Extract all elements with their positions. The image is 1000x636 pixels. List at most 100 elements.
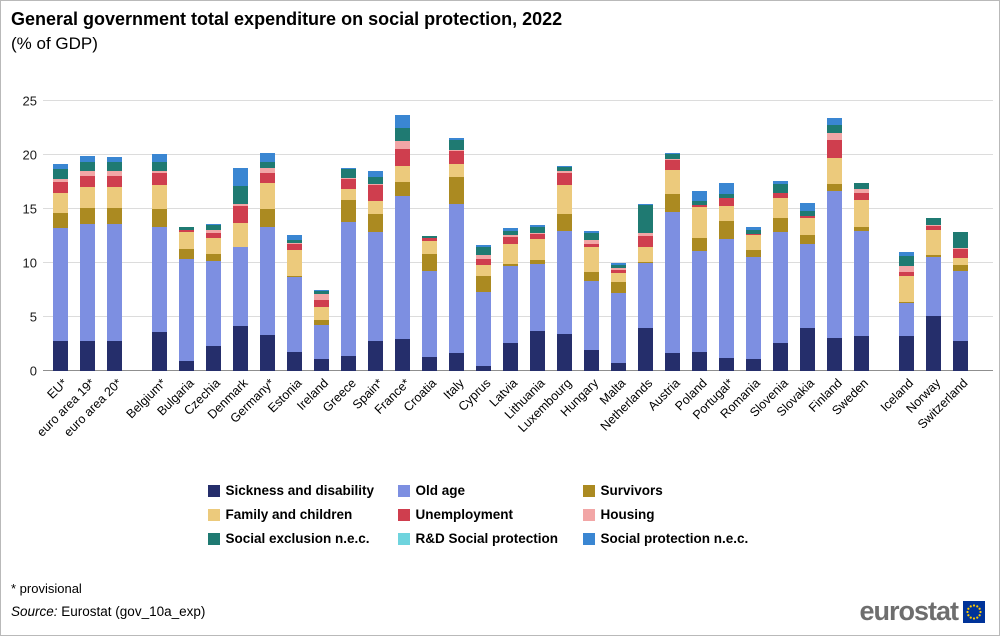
- stacked-bar: [233, 168, 248, 371]
- y-tick-label: 20: [22, 147, 37, 163]
- bar-segment: [557, 334, 572, 371]
- bar-segment: [422, 254, 437, 271]
- bar-segment: [476, 275, 491, 293]
- bar-segment: [449, 137, 464, 140]
- bar-slot: Bulgaria: [154, 101, 200, 418]
- bar-segment: [80, 187, 95, 208]
- bar-slot: Netherlands: [598, 101, 659, 434]
- bar-segment: [530, 259, 545, 265]
- gridline: [43, 316, 993, 317]
- legend-swatch: [207, 484, 220, 497]
- bar-segment: [368, 184, 383, 186]
- bar-segment: [422, 236, 437, 239]
- bar-segment: [827, 139, 842, 159]
- bar-segment: [314, 359, 329, 371]
- bar-segment: [314, 307, 329, 321]
- bar-segment: [206, 260, 221, 347]
- bar-slot: Croatia: [401, 101, 443, 414]
- stacked-bar: [827, 118, 842, 371]
- bar-segment: [422, 241, 437, 255]
- bar-segment: [422, 356, 437, 371]
- bar-segment: [152, 171, 167, 174]
- bar-segment: [53, 192, 68, 214]
- stacked-bar: [665, 152, 680, 371]
- bar-segment: [899, 271, 914, 276]
- bar-slot: Latvia: [487, 101, 524, 409]
- bar-segment: [827, 158, 842, 185]
- bar-segment: [854, 227, 869, 231]
- legend-swatch: [582, 508, 595, 521]
- legend-label: Old age: [415, 483, 466, 498]
- bar-segment: [584, 281, 599, 351]
- bar-segment: [80, 156, 95, 162]
- bar-slot: Italy: [440, 101, 470, 402]
- bar-segment: [287, 242, 302, 244]
- bar-segment: [665, 212, 680, 353]
- bar-segment: [476, 292, 491, 366]
- bar-segment: [341, 178, 356, 189]
- bar-segment: [314, 291, 329, 295]
- bar-slot: Ireland: [294, 101, 335, 413]
- bar-segment: [53, 228, 68, 341]
- bar-slot: Sweden: [830, 101, 875, 418]
- bar-slot: Spain*: [349, 101, 389, 412]
- bar-segment: [692, 204, 707, 207]
- bar-segment: [449, 176, 464, 204]
- bar-segment: [638, 236, 653, 247]
- bar-segment: [206, 346, 221, 371]
- bar-segment: [395, 182, 410, 197]
- bar-segment: [107, 161, 122, 172]
- bar-slot: Estonia: [265, 101, 308, 415]
- bar-segment: [746, 233, 761, 235]
- bar-segment: [476, 258, 491, 266]
- bar-segment: [584, 246, 599, 272]
- bar-segment: [395, 338, 410, 371]
- bar-segment: [179, 361, 194, 371]
- bar-segment: [953, 340, 968, 371]
- bar-segment: [557, 173, 572, 186]
- bar-segment: [719, 193, 734, 199]
- bar-slot: Lithuania: [502, 101, 551, 422]
- bar-segment: [53, 178, 68, 183]
- bar-segment: [899, 302, 914, 337]
- bar-slot: Hungary: [558, 101, 605, 419]
- legend-label: Housing: [600, 507, 655, 522]
- bar-segment: [233, 205, 248, 224]
- legend-label: Family and children: [225, 507, 353, 522]
- bar-slot: Belgium*: [124, 101, 173, 421]
- bar-segment: [953, 270, 968, 341]
- chart-subtitle: (% of GDP): [11, 34, 98, 53]
- bar-segment: [206, 232, 221, 239]
- bar-segment: [746, 359, 761, 371]
- bar-segment: [926, 315, 941, 371]
- bar-slot: Denmark: [205, 101, 254, 422]
- bar-segment: [179, 227, 194, 230]
- bar-segment: [233, 168, 248, 187]
- stacked-bar: [107, 157, 122, 371]
- bar-segment: [314, 290, 329, 292]
- bar-segment: [476, 244, 491, 247]
- bar-segment: [53, 182, 68, 193]
- bar-segment: [80, 175, 95, 188]
- bar-segment: [557, 214, 572, 231]
- bar-segment: [854, 200, 869, 228]
- bar-segment: [854, 336, 869, 371]
- bar-segment: [179, 229, 194, 232]
- bar-segment: [899, 336, 914, 371]
- legend-label: Unemployment: [415, 507, 514, 522]
- bar-segment: [503, 228, 518, 231]
- stacked-bar: [800, 202, 815, 371]
- bar-segment: [953, 249, 968, 258]
- bar-segment: [53, 213, 68, 229]
- bar-segment: [233, 223, 248, 247]
- y-axis: 0 5 10 15 20 25: [7, 94, 43, 379]
- bar-segment: [395, 165, 410, 183]
- bar-segment: [773, 198, 788, 218]
- gridline: [43, 370, 993, 371]
- bar-segment: [206, 224, 221, 226]
- bar-segment: [53, 169, 68, 179]
- bar-segment: [341, 188, 356, 201]
- bar-segment: [557, 185, 572, 215]
- bar-segment: [260, 173, 275, 184]
